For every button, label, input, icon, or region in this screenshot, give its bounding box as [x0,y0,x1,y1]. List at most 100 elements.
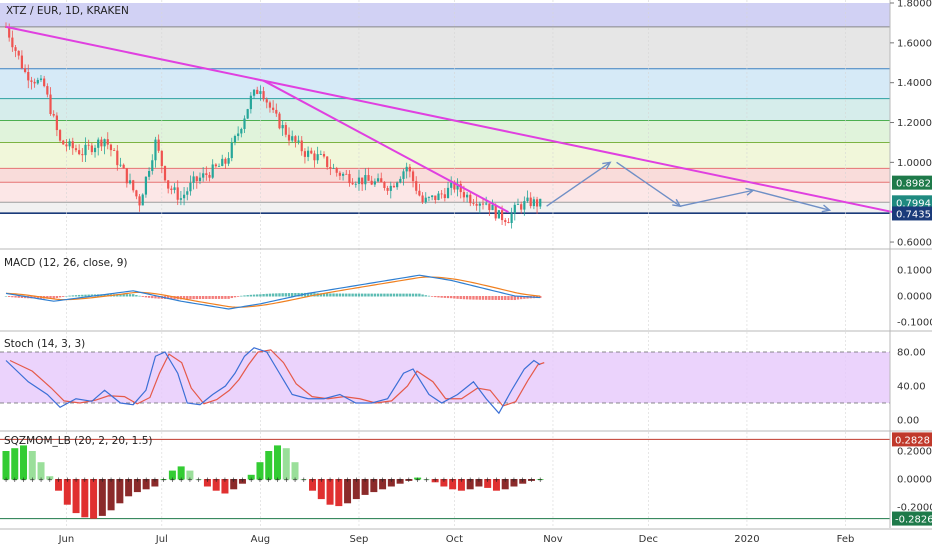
stoch-tick-label: 80.00 [897,348,926,359]
macd-tick-label: 0.1000 [897,266,932,277]
trendline [263,79,509,214]
macd-histogram-bar [236,296,240,297]
candle-body [485,203,488,205]
sqz-cross-marker: + [213,476,219,484]
macd-histogram-bar [141,296,144,297]
candle-body [160,150,163,167]
macd-histogram-bar [459,296,462,300]
macd-histogram-bar [516,296,520,300]
candle-body [462,192,466,198]
macd-histogram-bar [484,296,488,300]
macd-histogram-bar [240,295,243,297]
sqz-cross-marker: + [537,476,543,484]
sqz-cross-marker: + [21,476,27,484]
candle-body [132,180,135,191]
candle-body [500,210,504,221]
price-tag-label: 0.8982 [896,179,931,190]
macd-histogram-bar [211,296,214,299]
stoch-panel-title: Stoch (14, 3, 3) [4,338,85,350]
candle-body [481,203,485,205]
sqzmom-bar [160,479,168,480]
candle-body [157,139,160,151]
sqzmom-bar [125,479,133,497]
candle-body [373,181,376,185]
sqz-cross-marker: + [406,476,412,484]
sqzmom-bar [326,479,334,505]
price-tick-label: 1.2000 [897,118,932,129]
macd-histogram-bar [465,296,469,300]
sqz-cross-marker: + [520,476,526,484]
macd-histogram-bar [65,295,68,297]
sqz-cross-marker: + [450,476,456,484]
candle-body [43,78,46,87]
macd-histogram-bar [157,296,160,299]
candle-body [265,99,268,103]
macd-histogram-bar [33,296,36,299]
macd-histogram-bar [297,292,300,297]
candle-body [526,197,529,202]
macd-histogram-bar [450,296,453,299]
macd-histogram-bar [20,296,24,298]
time-axis-label: Feb [837,534,855,545]
sqz-cross-marker: + [56,476,62,484]
candle-body [437,193,440,201]
sqz-cross-marker: + [169,476,175,484]
candle-body [354,183,357,185]
projection-arrow-head [821,204,832,213]
macd-histogram-bar [87,294,90,297]
stoch-k-line [5,347,541,415]
candle-body [275,109,278,114]
sqz-cross-marker: + [3,476,9,484]
candle-body [351,183,354,185]
sqzmom-bar [501,479,509,490]
macd-histogram-bar [182,296,186,300]
macd-histogram-bar [281,293,284,297]
sqzmom-bar [133,479,141,493]
candle-body [208,174,211,178]
candle-body [456,183,459,190]
time-axis-label: Jul [155,534,168,545]
candle-body [291,136,294,141]
candle-body [303,151,307,157]
sqzmom-bar [28,451,36,480]
macd-line [5,274,541,310]
sqz-cross-marker: + [529,476,535,484]
sqz-cross-marker: + [423,476,429,484]
price-tag [892,175,932,190]
sqzmom-bar [405,479,413,481]
sqz-cross-marker: + [117,476,123,484]
candle-body [23,68,27,72]
candle-body [106,139,109,145]
fib-band [0,202,890,214]
candle-body [408,166,411,172]
candle-body [415,181,418,191]
candle-body [205,173,208,175]
macd-histogram-bar [497,296,501,300]
sqz-cross-marker: + [283,476,289,484]
candle-body [313,153,316,161]
macd-histogram-bar [55,296,59,299]
sqz-tick-label: -0.2000 [897,503,932,514]
candle-body [189,182,192,192]
candle-body [154,139,157,161]
macd-histogram-bar [135,295,138,297]
sqzmom-bar [475,479,483,487]
macd-histogram-bar [11,296,14,298]
candle-body [278,113,281,129]
macd-histogram-bar [170,296,173,300]
candle-body [221,158,224,167]
candle-body [49,94,52,114]
candle-body [431,195,434,198]
candle-body [71,141,74,149]
candle-body [532,199,535,207]
macd-histogram-bar [373,293,377,297]
candle-body [217,166,221,167]
macd-histogram-bar [287,293,291,297]
candle-body [256,89,259,94]
sqzmom-bar [300,479,308,480]
candle-body [214,164,217,167]
macd-histogram-bar [386,293,389,297]
sqz-cross-marker: + [257,476,263,484]
macd-histogram-bar [81,294,84,297]
